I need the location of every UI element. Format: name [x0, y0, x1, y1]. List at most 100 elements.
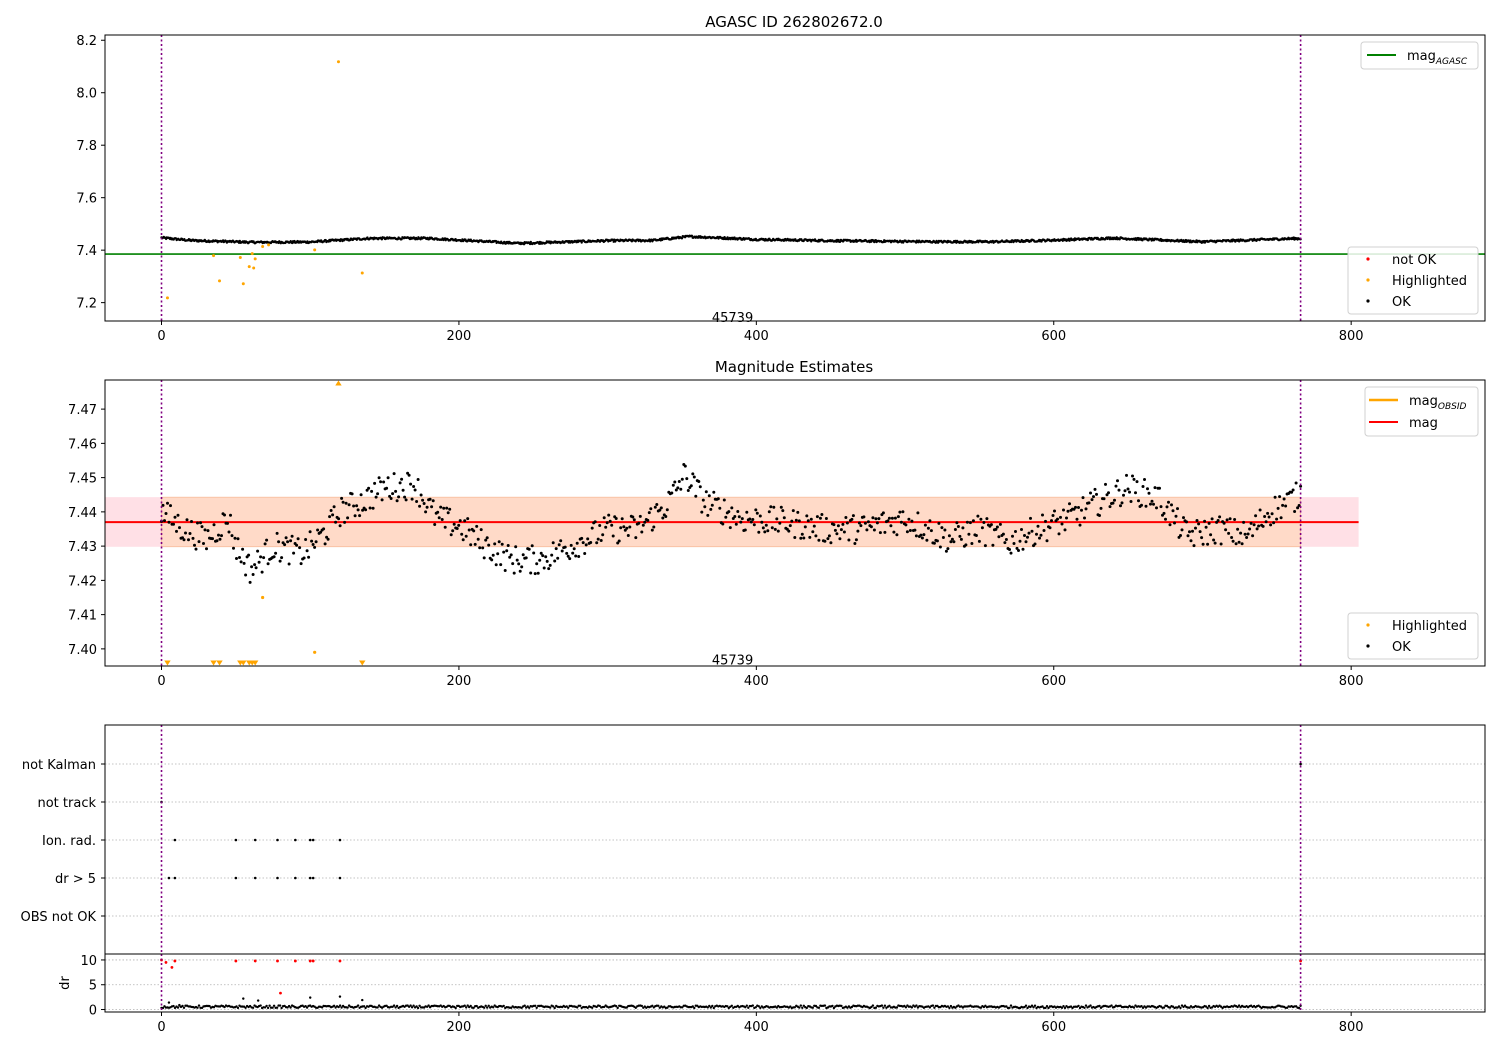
ok-point	[517, 562, 521, 566]
ok-point	[388, 494, 392, 498]
ok-point	[874, 517, 878, 521]
ok-point	[512, 571, 516, 575]
ok-point	[721, 522, 725, 526]
dr-point	[1024, 1004, 1028, 1007]
ok-point	[1087, 501, 1091, 505]
legend-box	[1347, 612, 1479, 660]
ok-point	[242, 561, 246, 565]
ok-point	[919, 533, 923, 537]
ok-point	[815, 515, 819, 519]
ok-point	[1065, 516, 1068, 520]
ok-point	[835, 532, 839, 536]
dr-point	[615, 1005, 618, 1008]
ok-point	[1144, 504, 1148, 508]
ok-point	[1159, 505, 1163, 509]
dr-point	[751, 1004, 754, 1007]
dr-point	[304, 1005, 307, 1008]
ok-point	[458, 519, 462, 523]
ok-point	[1011, 534, 1014, 538]
ok-point	[380, 498, 384, 502]
ok-point	[623, 528, 627, 532]
dr-point	[657, 1004, 660, 1007]
y-tick-label: 8.0	[76, 87, 97, 102]
ok-point	[1090, 498, 1094, 502]
ok-point	[461, 538, 465, 542]
ok-point	[638, 514, 642, 518]
ok-point	[338, 524, 342, 528]
ok-point	[1210, 517, 1214, 521]
ok-point	[1050, 519, 1053, 523]
dr-point	[197, 1004, 201, 1007]
dr-point	[712, 1006, 715, 1010]
dr-point	[469, 1004, 472, 1008]
ok-point	[599, 539, 603, 542]
ok-point	[217, 533, 220, 537]
ok-point	[598, 524, 602, 527]
ok-point	[259, 555, 263, 559]
ok-point	[443, 525, 447, 529]
ok-point	[182, 538, 186, 542]
ok-point	[620, 517, 624, 521]
ok-point	[1068, 502, 1071, 506]
dr-point	[598, 1004, 601, 1008]
ok-point	[386, 476, 390, 480]
ok-point	[401, 488, 405, 492]
ok-point	[235, 557, 238, 560]
dr-point	[888, 1004, 891, 1007]
ok-point	[991, 543, 995, 547]
ok-point	[1197, 522, 1201, 526]
ok-point	[1056, 517, 1059, 521]
dr-point	[361, 998, 364, 1002]
dr-point	[337, 1005, 340, 1009]
ok-point	[706, 513, 710, 517]
ok-point	[178, 526, 181, 530]
ok-point	[1001, 532, 1005, 536]
ok-point	[277, 540, 281, 544]
ok-point	[193, 543, 196, 547]
legend-ok-marker	[1366, 644, 1370, 648]
ok-point	[677, 480, 681, 483]
ok-point	[421, 498, 425, 502]
agasc-panel: AGASC ID 262802672.0 0 200 400 600 800 7.27.…	[76, 13, 1486, 344]
ok-point	[793, 536, 797, 539]
dr-point	[1297, 1006, 1301, 1010]
ok-point	[422, 502, 426, 505]
ok-point	[1272, 521, 1276, 525]
ok-point	[1207, 521, 1211, 525]
ok-point	[1236, 527, 1240, 531]
ok-point	[446, 511, 450, 515]
ok-point	[794, 518, 798, 522]
x-tick-label: 0	[157, 1020, 165, 1035]
ok-point	[761, 526, 765, 530]
ok-point	[634, 536, 638, 540]
ok-point	[289, 539, 293, 543]
ok-point	[1128, 490, 1131, 494]
dr-point	[176, 1006, 180, 1009]
ok-point	[890, 516, 894, 520]
ok-point	[926, 526, 930, 530]
highlighted-point	[241, 282, 245, 286]
ok-point	[538, 558, 542, 562]
ok-point	[941, 536, 945, 539]
ok-point	[1117, 488, 1121, 492]
ok-point	[353, 514, 357, 518]
ok-point	[472, 529, 476, 533]
dr-point	[931, 1004, 935, 1007]
dr-point	[904, 1006, 908, 1009]
ok-point	[431, 499, 435, 503]
dr-point	[811, 1006, 814, 1009]
dr-point	[928, 1006, 932, 1009]
ok-point	[314, 540, 318, 544]
x-tick-label: 0	[157, 674, 165, 689]
ok-point	[956, 525, 960, 528]
dr-point	[831, 1004, 834, 1008]
ok-point	[833, 528, 837, 532]
dr-point	[693, 1006, 696, 1010]
flag-point	[253, 838, 257, 842]
ok-point	[560, 549, 564, 553]
ok-point	[670, 491, 674, 495]
dr-point	[730, 1004, 733, 1007]
dr-point	[915, 1004, 918, 1007]
ok-point	[1201, 542, 1205, 546]
dr-point	[1141, 1006, 1145, 1009]
